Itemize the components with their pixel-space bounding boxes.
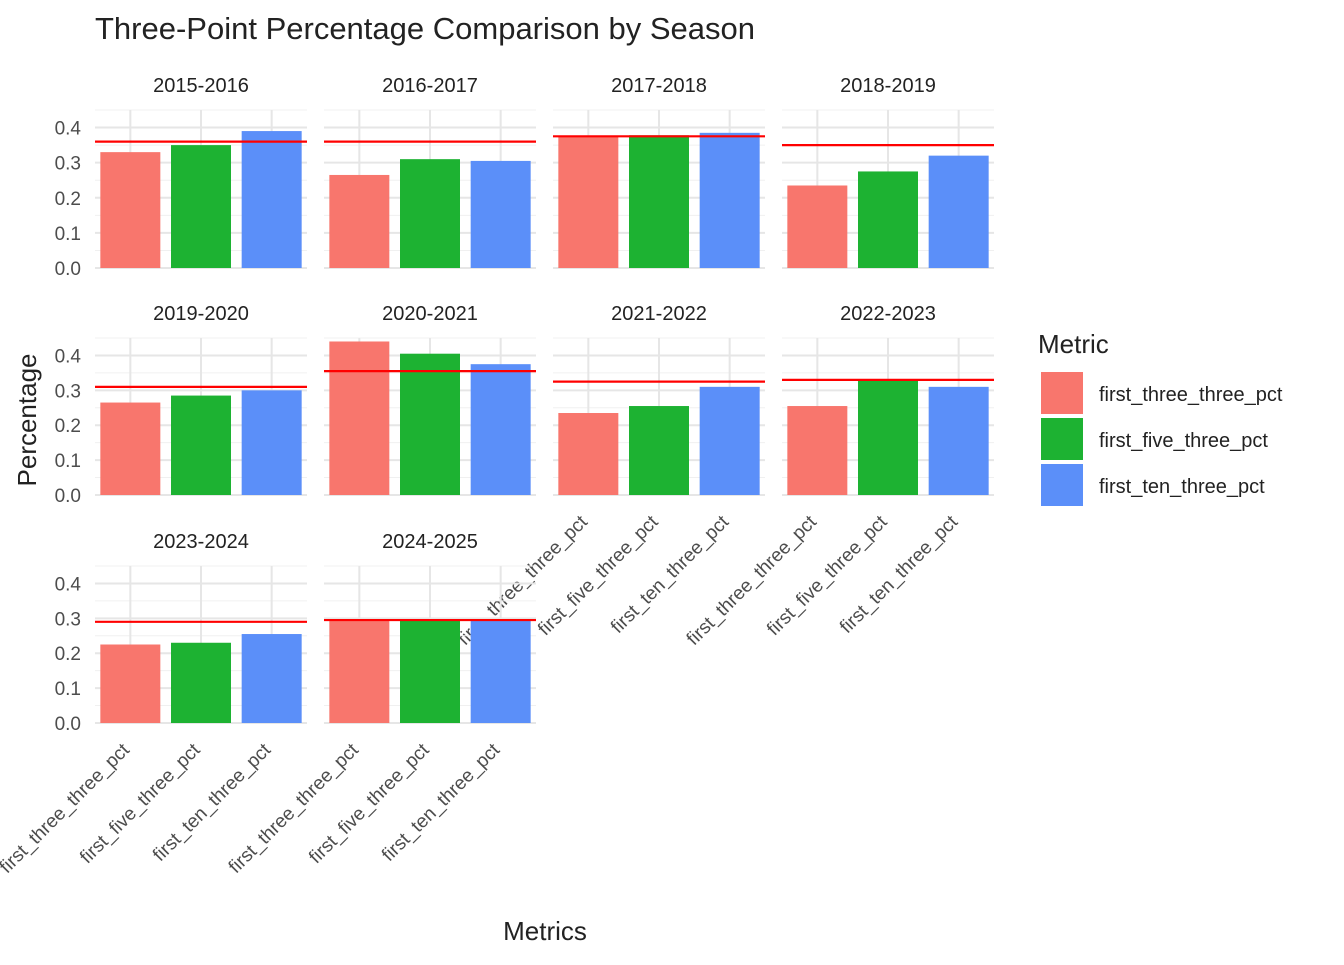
bar-first_five_three_pct [171,395,231,495]
bar-first_ten_three_pct [470,160,531,268]
x-tick-label: first_ten_three_pct [378,739,505,866]
y-tick-label: 0.2 [55,416,81,437]
y-tick-label: 0.2 [55,644,81,665]
chart-title: Three-Point Percentage Comparison by Sea… [95,11,755,46]
legend-title: Metric [1038,329,1109,359]
bar-first_three_three_pct [100,402,161,495]
bar-first_ten_three_pct [241,131,302,268]
y-tick-label: 0.1 [55,679,81,700]
bar-first_ten_three_pct [699,386,760,495]
y-tick-label: 0.1 [55,451,81,472]
bar-first_three_three_pct [100,152,161,268]
bar-first_three_three_pct [100,644,161,723]
legend-swatch-first_three_three_pct [1041,372,1083,414]
facet-label: 2021-2022 [611,303,707,325]
legend-entry-label: first_ten_three_pct [1099,476,1265,498]
facet-label: 2018-2019 [840,75,936,97]
bar-first_five_three_pct [400,159,460,268]
facet-label: 2019-2020 [153,303,249,325]
bar-first_five_three_pct [629,406,689,495]
facet-label: 2024-2025 [382,531,478,553]
y-tick-label: 0.4 [55,574,82,595]
bar-first_three_three_pct [787,406,848,495]
x-tick-label: first_ten_three_pct [836,511,963,638]
bar-first_three_three_pct [558,136,619,268]
facet-label: 2023-2024 [153,531,249,553]
x-tick-label: first_five_three_pct [534,511,663,640]
legend-entry-label: first_five_three_pct [1099,430,1268,452]
x-tick-label: first_five_three_pct [305,739,434,868]
bar-first_ten_three_pct [241,634,302,723]
legend-entry-label: first_three_three_pct [1099,384,1283,406]
bar-first_five_three_pct [858,379,918,495]
bar-first_five_three_pct [400,620,460,723]
y-tick-label: 0.0 [55,259,81,280]
facet-label: 2015-2016 [153,75,249,97]
facet-label: 2016-2017 [382,75,478,97]
bar-first_three_three_pct [329,620,390,723]
bar-first_five_three_pct [858,171,918,268]
facet-label: 2020-2021 [382,303,478,325]
x-tick-label: first_five_three_pct [76,739,205,868]
y-tick-label: 0.3 [55,154,81,175]
facet-label: 2017-2018 [611,75,707,97]
bar-first_ten_three_pct [470,364,531,495]
y-tick-label: 0.3 [55,609,81,630]
y-axis-title: Percentage [12,354,42,487]
bar-first_three_three_pct [329,341,390,495]
bar-first_ten_three_pct [470,620,531,723]
legend-swatch-first_ten_three_pct [1041,464,1083,506]
bar-first_three_three_pct [558,413,619,495]
bar-first_five_three_pct [171,642,231,723]
bar-first_five_three_pct [171,145,231,268]
y-tick-label: 0.0 [55,486,81,507]
bar-first_five_three_pct [629,135,689,268]
bar-first_ten_three_pct [928,155,989,268]
y-tick-label: 0.2 [55,189,81,210]
bar-first_ten_three_pct [928,386,989,495]
x-axis-title: Metrics [503,916,587,946]
y-tick-label: 0.1 [55,224,81,245]
x-tick-label: first_three_three_pct [0,739,134,878]
bar-first_ten_three_pct [241,390,302,495]
bar-first_ten_three_pct [699,132,760,268]
bar-first_three_three_pct [329,174,390,268]
bar-first_three_three_pct [787,185,848,268]
facet-label: 2022-2023 [840,303,936,325]
x-tick-label: first_five_three_pct [763,511,892,640]
y-tick-label: 0.4 [55,119,82,140]
y-tick-label: 0.3 [55,381,81,402]
y-tick-label: 0.4 [55,346,82,367]
legend-swatch-first_five_three_pct [1041,418,1083,460]
y-tick-label: 0.0 [55,714,81,735]
bar-first_five_three_pct [400,353,460,495]
